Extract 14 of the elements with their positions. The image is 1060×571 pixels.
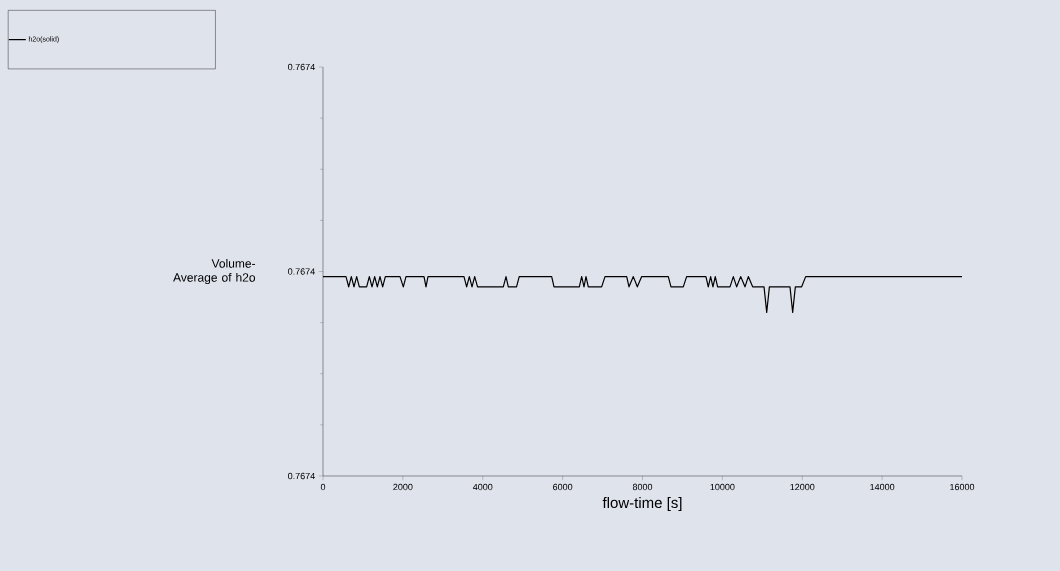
x-tick-label: 4000 xyxy=(472,483,493,491)
y-tick-label: 0.7674 xyxy=(288,63,315,71)
x-tick-label: 6000 xyxy=(553,483,573,491)
y-tick-label: 0.7674 xyxy=(288,268,315,275)
x-tick-label: 2000 xyxy=(393,483,413,491)
x-tick-label: 12000 xyxy=(790,483,815,491)
y-axis-title: Volume-Average of h2o xyxy=(173,258,256,285)
x-axis-title: flow-time [s] xyxy=(602,497,682,512)
x-tick-label: 16000 xyxy=(950,483,975,491)
x-tick-label: 14000 xyxy=(870,483,895,491)
x-tick-label: 8000 xyxy=(632,483,653,491)
x-tick-label: 10000 xyxy=(710,483,735,491)
y-tick-label: 0.7674 xyxy=(288,472,315,480)
x-tick-label: 0 xyxy=(320,483,326,491)
